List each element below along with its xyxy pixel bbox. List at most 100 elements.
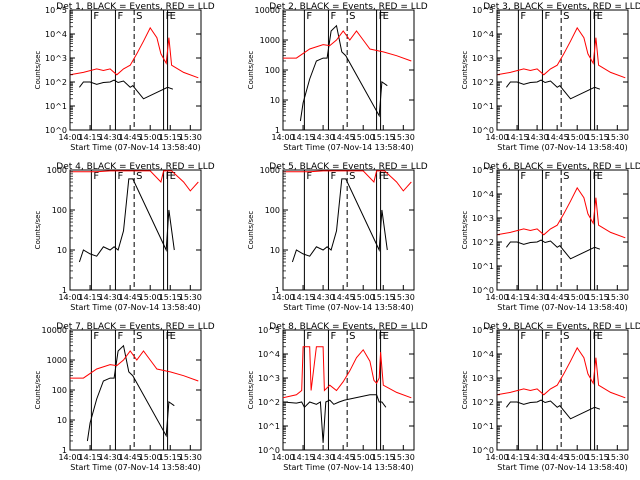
y-tick-label: 10^0 — [472, 446, 494, 455]
panel-title: Det 1, BLACK = Events, RED = LLD — [56, 2, 215, 12]
marker-label: E — [383, 331, 389, 342]
panel-title: Det 9, BLACK = Events, RED = LLD — [483, 322, 640, 332]
x-tick-label: 14:00 — [271, 453, 294, 462]
x-tick-label: 15:15 — [586, 293, 609, 302]
panel-title: Det 5, BLACK = Events, RED = LLD — [269, 162, 428, 172]
plot-frame — [282, 329, 415, 451]
y-tick-label: 10^4 — [472, 350, 494, 359]
marker-label: F — [544, 171, 550, 182]
marker-label: F — [544, 331, 550, 342]
marker-label: F — [306, 171, 312, 182]
marker-label: S — [349, 11, 355, 22]
x-tick-label: 15:15 — [372, 133, 395, 142]
x-tick-label: 15:30 — [392, 293, 415, 302]
series-events — [506, 239, 601, 260]
marker-label: F — [117, 171, 123, 182]
marker-label: F — [306, 11, 312, 22]
x-tick-label: 14:00 — [58, 293, 81, 302]
y-tick-label: 10 — [57, 416, 67, 425]
series-lld — [70, 170, 199, 192]
marker-label: S — [349, 331, 355, 342]
x-tick-label: 14:45 — [546, 293, 569, 302]
x-tick-label: 15:15 — [586, 133, 609, 142]
marker-label: F — [93, 171, 99, 182]
marker-label: F — [593, 171, 599, 182]
y-tick-label: 10^3 — [472, 374, 494, 383]
y-tick-label: 10^4 — [258, 350, 280, 359]
plot-frame — [496, 9, 629, 131]
x-tick-label: 14:15 — [506, 453, 529, 462]
x-tick-label: 14:15 — [292, 453, 315, 462]
x-tick-label: 14:45 — [332, 133, 355, 142]
y-tick-label: 10^5 — [472, 166, 494, 175]
marker-label: E — [170, 171, 176, 182]
y-axis-label: Counts/sec — [34, 371, 42, 410]
y-axis-label: Counts/sec — [461, 211, 469, 250]
series-events — [78, 178, 175, 263]
y-axis-label: Counts/sec — [461, 51, 469, 90]
y-tick-label: 10^1 — [472, 422, 494, 431]
x-tick-label: 15:15 — [159, 293, 182, 302]
y-tick-label: 1000 — [260, 166, 280, 175]
x-tick-label: 15:30 — [606, 293, 629, 302]
x-tick-label: 14:15 — [292, 133, 315, 142]
series-events — [291, 178, 388, 263]
y-tick-label: 10^5 — [472, 6, 494, 15]
y-tick-label: 10^3 — [258, 374, 280, 383]
x-tick-label: 14:45 — [119, 293, 142, 302]
marker-label: F — [306, 331, 312, 342]
series-lld — [283, 170, 412, 192]
marker-label: F — [166, 331, 172, 342]
x-tick-label: 14:15 — [79, 133, 102, 142]
marker-label: F — [117, 331, 123, 342]
x-axis-label: Start Time (07-Nov-14 13:58:40) — [497, 303, 627, 312]
marker-label: S — [563, 331, 569, 342]
series-lld — [496, 346, 626, 399]
x-tick-label: 14:45 — [119, 133, 142, 142]
plot-frame — [282, 169, 415, 291]
x-axis-label: Start Time (07-Nov-14 13:58:40) — [497, 143, 627, 152]
marker-label: E — [597, 11, 603, 22]
x-tick-label: 14:00 — [271, 293, 294, 302]
series-events — [86, 344, 175, 442]
x-tick-label: 15:15 — [372, 453, 395, 462]
marker-label: F — [520, 171, 526, 182]
marker-label: F — [330, 331, 336, 342]
x-tick-label: 14:30 — [99, 293, 122, 302]
x-tick-label: 14:15 — [506, 133, 529, 142]
marker-label: E — [597, 171, 603, 182]
x-axis-label: Start Time (07-Nov-14 13:58:40) — [70, 303, 200, 312]
y-tick-label: 1000 — [47, 166, 67, 175]
y-axis-label: Counts/sec — [247, 211, 255, 250]
x-tick-label: 15:15 — [586, 453, 609, 462]
marker-label: S — [563, 171, 569, 182]
y-axis-label: Counts/sec — [247, 371, 255, 410]
x-axis-label: Start Time (07-Nov-14 13:58:40) — [283, 463, 413, 472]
x-tick-label: 15:30 — [179, 133, 202, 142]
x-tick-label: 14:45 — [546, 453, 569, 462]
y-tick-label: 1 — [275, 126, 280, 135]
marker-label: S — [349, 171, 355, 182]
x-tick-label: 14:15 — [79, 453, 102, 462]
x-tick-label: 15:00 — [139, 293, 162, 302]
marker-label: F — [520, 11, 526, 22]
y-tick-label: 10^4 — [472, 190, 494, 199]
series-events — [282, 394, 387, 443]
y-tick-label: 10^2 — [45, 78, 67, 87]
marker-label: F — [166, 171, 172, 182]
marker-label: S — [136, 331, 142, 342]
x-tick-label: 15:00 — [566, 453, 589, 462]
x-tick-label: 15:30 — [606, 133, 629, 142]
x-tick-label: 14:15 — [79, 293, 102, 302]
x-tick-label: 15:30 — [606, 453, 629, 462]
marker-label: F — [117, 11, 123, 22]
y-tick-label: 10^2 — [472, 398, 494, 407]
y-tick-label: 10^1 — [472, 262, 494, 271]
y-tick-label: 10^2 — [472, 238, 494, 247]
y-tick-label: 10^0 — [472, 286, 494, 295]
series-events — [299, 24, 388, 122]
